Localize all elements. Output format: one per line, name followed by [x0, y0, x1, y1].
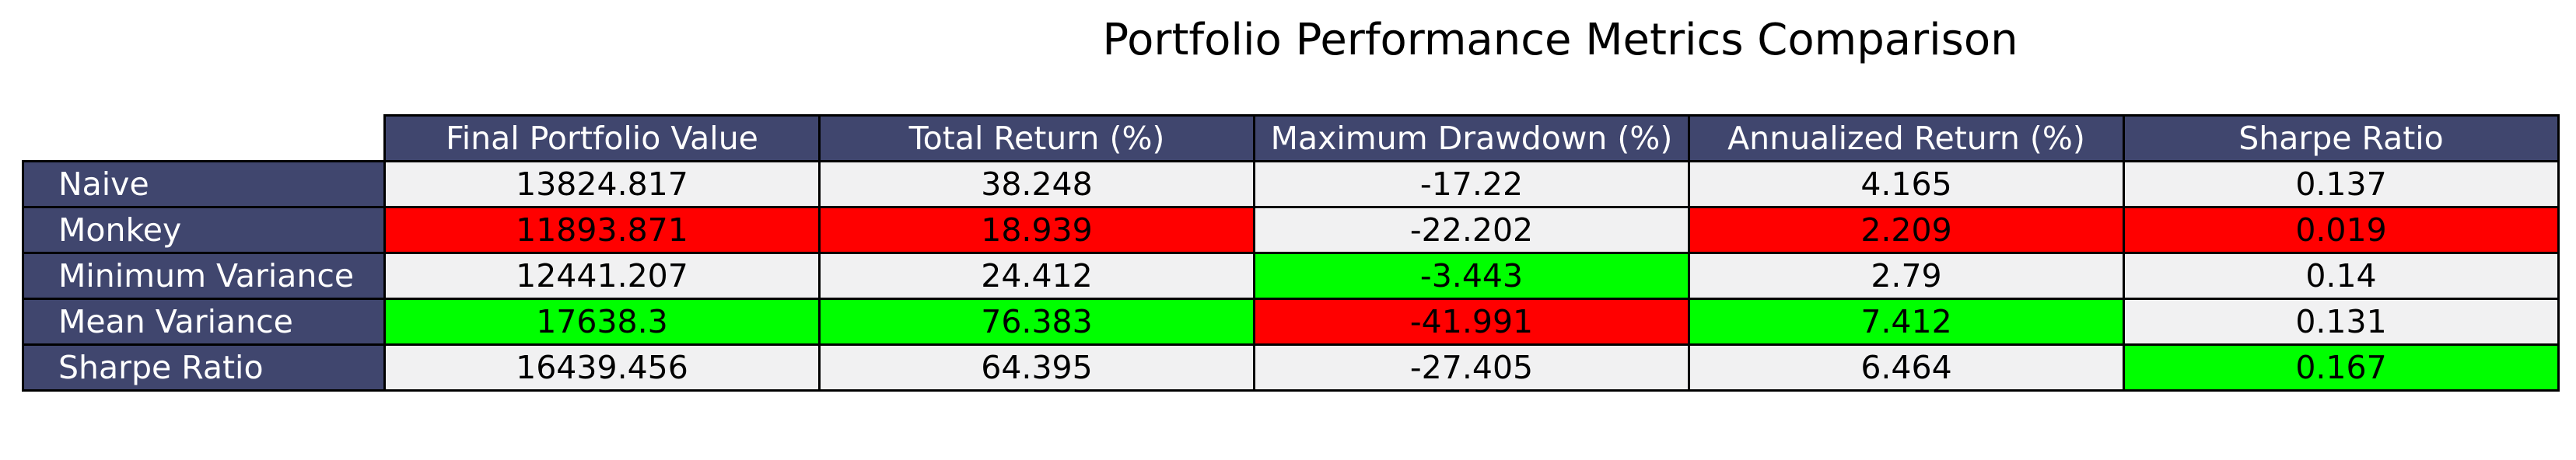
table-cell: 12441.207 — [383, 252, 821, 300]
table-cell: 0.137 — [2123, 160, 2560, 208]
row-header: Sharpe Ratio — [22, 343, 386, 392]
table-cell: 2.79 — [1688, 252, 2125, 300]
table-cell: 4.165 — [1688, 160, 2125, 208]
table-cell: -22.202 — [1253, 206, 1690, 254]
row-header: Mean Variance — [22, 298, 386, 346]
table-cell: 13824.817 — [383, 160, 821, 208]
table-cell: 6.464 — [1688, 343, 2125, 392]
table-cell: 0.167 — [2123, 343, 2560, 392]
column-header: Maximum Drawdown (%) — [1253, 114, 1690, 162]
row-header: Monkey — [22, 206, 386, 254]
table-cell: -41.991 — [1253, 298, 1690, 346]
table-cell: 11893.871 — [383, 206, 821, 254]
table-cell: 2.209 — [1688, 206, 2125, 254]
table-cell: 18.939 — [818, 206, 1255, 254]
column-header: Annualized Return (%) — [1688, 114, 2125, 162]
table-cell: 16439.456 — [383, 343, 821, 392]
table-cell: 0.019 — [2123, 206, 2560, 254]
table-row: Monkey 11893.871 18.939 -22.202 2.209 0.… — [22, 206, 2560, 254]
column-header: Sharpe Ratio — [2123, 114, 2560, 162]
row-header: Minimum Variance — [22, 252, 386, 300]
corner-cell — [23, 116, 385, 162]
table-cell: 7.412 — [1688, 298, 2125, 346]
table-row: Sharpe Ratio 16439.456 64.395 -27.405 6.… — [22, 343, 2560, 392]
table-cell: -17.22 — [1253, 160, 1690, 208]
table-cell: 17638.3 — [383, 298, 821, 346]
column-header: Total Return (%) — [818, 114, 1255, 162]
table-cell: 0.131 — [2123, 298, 2560, 346]
table-cell: 24.412 — [818, 252, 1255, 300]
table-cell: 64.395 — [818, 343, 1255, 392]
column-header: Final Portfolio Value — [383, 114, 821, 162]
table-cell: 76.383 — [818, 298, 1255, 346]
metrics-table: Final Portfolio Value Total Return (%) M… — [22, 114, 2560, 392]
table-cell: -27.405 — [1253, 343, 1690, 392]
table-row: Mean Variance 17638.3 76.383 -41.991 7.4… — [22, 298, 2560, 346]
table-row: Naive 13824.817 38.248 -17.22 4.165 0.13… — [22, 160, 2560, 208]
table-cell: 0.14 — [2123, 252, 2560, 300]
table-row: Minimum Variance 12441.207 24.412 -3.443… — [22, 252, 2560, 300]
table-cell: -3.443 — [1253, 252, 1690, 300]
table-cell: 38.248 — [818, 160, 1255, 208]
header-row: Final Portfolio Value Total Return (%) M… — [23, 114, 2560, 162]
chart-title: Portfolio Performance Metrics Comparison — [1102, 15, 2018, 65]
row-header: Naive — [22, 160, 386, 208]
